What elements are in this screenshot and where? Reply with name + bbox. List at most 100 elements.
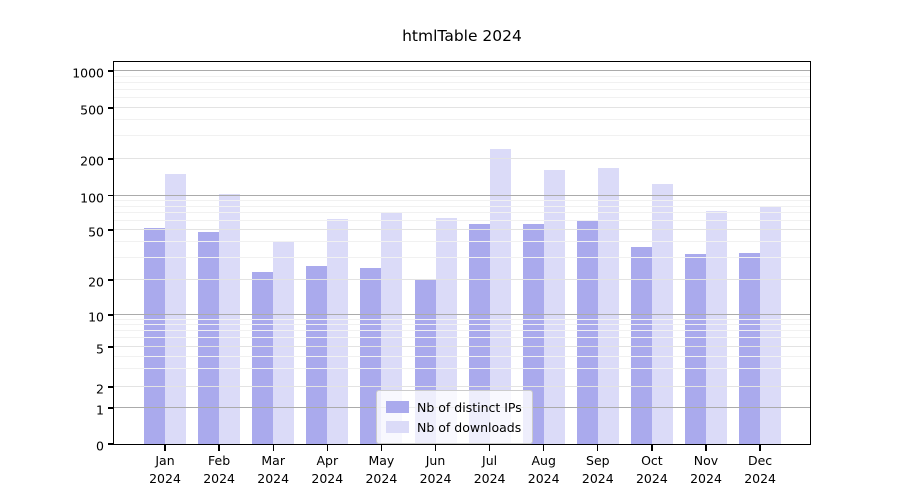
gridline-200 xyxy=(114,158,810,160)
y-tick-label-50: 50 xyxy=(88,224,104,240)
y-tick-mark-500 xyxy=(108,107,114,109)
legend-label-distinct-ips: Nb of distinct IPs xyxy=(417,399,522,415)
minor-gridline xyxy=(114,337,810,339)
y-tick-mark-10 xyxy=(108,314,114,316)
x-tick-mark-jun xyxy=(434,445,437,451)
legend: Nb of distinct IPs Nb of downloads xyxy=(376,390,533,444)
minor-gridline xyxy=(114,368,810,370)
x-tick-label-aug: Aug 2024 xyxy=(527,453,560,487)
x-tick-label-dec: Dec 2024 xyxy=(744,453,776,487)
minor-gridline xyxy=(114,119,810,121)
minor-gridline xyxy=(114,205,810,207)
gridline-500 xyxy=(114,107,810,108)
x-tick-label-feb: Feb 2024 xyxy=(203,453,235,487)
minor-gridline xyxy=(114,324,810,326)
minor-gridline xyxy=(114,199,810,201)
gridline-10 xyxy=(114,313,810,315)
y-tick-label-500: 500 xyxy=(80,102,104,118)
y-tick-label-1000: 1000 xyxy=(72,65,104,81)
chart-title: htmlTable 2024 xyxy=(402,27,522,45)
legend-swatch-distinct-ips xyxy=(386,401,409,413)
y-tick-label-5: 5 xyxy=(96,341,104,357)
x-tick-label-jan: Jan 2024 xyxy=(149,453,181,487)
minor-gridline xyxy=(114,256,810,258)
x-tick-mark-nov xyxy=(705,445,707,451)
x-tick-label-may: May 2024 xyxy=(365,453,398,487)
bar-distinct-ips-mar xyxy=(252,272,274,444)
bars-layer xyxy=(114,62,810,444)
y-tick-label-100: 100 xyxy=(80,190,104,206)
y-tick-mark-50 xyxy=(108,229,114,231)
bar-downloads-may xyxy=(381,211,403,444)
bar-downloads-feb xyxy=(219,193,241,444)
y-tick-mark-2 xyxy=(108,386,114,388)
minor-gridline xyxy=(114,89,810,91)
x-tick-label-sep: Sep 2024 xyxy=(581,453,614,487)
x-tick-mark-oct xyxy=(651,445,653,451)
legend-swatch-downloads xyxy=(386,421,409,433)
y-tick-mark-1 xyxy=(108,407,114,409)
x-tick-label-jul: Jul 2024 xyxy=(473,453,506,487)
x-tick-mark-feb xyxy=(218,445,220,451)
x-tick-label-apr: Apr 2024 xyxy=(311,453,344,487)
bar-downloads-oct xyxy=(651,183,673,444)
x-tick-mark-dec xyxy=(759,445,761,451)
x-tick-label-jun: Jun 2024 xyxy=(419,453,452,487)
bar-distinct-ips-dec xyxy=(739,252,761,444)
x-tick-mark-aug xyxy=(543,445,545,451)
minor-gridline xyxy=(114,330,810,332)
bar-downloads-dec xyxy=(760,206,782,444)
y-tick-mark-0 xyxy=(108,443,114,445)
x-tick-label-nov: Nov 2024 xyxy=(690,453,722,487)
minor-gridline xyxy=(114,97,810,99)
y-tick-label-0: 0 xyxy=(96,438,104,454)
y-tick-mark-100 xyxy=(108,194,114,197)
bar-downloads-apr xyxy=(327,219,349,444)
gridline-50 xyxy=(114,229,810,231)
x-tick-label-mar: Mar 2024 xyxy=(257,453,290,487)
bar-distinct-ips-apr xyxy=(306,265,328,444)
x-tick-mark-apr xyxy=(326,445,328,451)
minor-gridline xyxy=(114,318,810,320)
y-tick-mark-20 xyxy=(108,279,114,281)
y-tick-mark-1000 xyxy=(108,70,114,72)
minor-gridline xyxy=(114,75,810,77)
minor-gridline xyxy=(114,241,810,243)
minor-gridline xyxy=(114,220,810,222)
x-tick-label-oct: Oct 2024 xyxy=(635,453,668,487)
gridline-100 xyxy=(114,194,810,196)
x-tick-mark-mar xyxy=(272,445,274,451)
x-tick-mark-jan xyxy=(164,445,166,451)
bar-downloads-nov xyxy=(706,210,727,444)
bar-downloads-sep xyxy=(597,167,619,444)
x-tick-mark-sep xyxy=(597,445,599,451)
bar-downloads-jul xyxy=(489,148,511,444)
bar-distinct-ips-oct xyxy=(630,246,652,444)
grid-layer xyxy=(114,62,810,444)
minor-gridline xyxy=(114,355,810,357)
y-tick-label-2: 2 xyxy=(96,381,104,397)
plot-area: 0 1 2 5 10 20 50 100 200 500 1000 Jan 2024 Feb 2024 Mar… xyxy=(72,61,811,487)
y-tick-label-20: 20 xyxy=(88,274,104,290)
x-tick-mark-jul xyxy=(488,445,491,451)
y-tick-label-10: 10 xyxy=(88,309,104,325)
minor-gridline xyxy=(114,82,810,84)
gridline-1000 xyxy=(114,70,810,72)
bar-downloads-mar xyxy=(273,240,295,444)
axis-layer: 0 1 2 5 10 20 50 100 200 500 1000 Jan 2024 Feb 2024 Mar… xyxy=(72,62,810,487)
bar-distinct-ips-sep xyxy=(576,221,598,444)
legend-item-downloads: Nb of downloads xyxy=(386,417,522,437)
bar-distinct-ips-nov xyxy=(685,254,706,444)
legend-item-distinct-ips: Nb of distinct IPs xyxy=(386,397,522,417)
bar-distinct-ips-jan xyxy=(144,228,165,444)
gridline-20 xyxy=(114,279,810,281)
x-tick-mark-may xyxy=(380,445,383,451)
bar-distinct-ips-aug xyxy=(522,223,544,444)
minor-gridline xyxy=(114,135,810,137)
y-tick-label-200: 200 xyxy=(80,153,104,169)
gridline-5 xyxy=(114,345,810,347)
y-tick-mark-5 xyxy=(108,346,114,348)
minor-gridline xyxy=(114,212,810,214)
y-tick-mark-200 xyxy=(108,158,114,160)
